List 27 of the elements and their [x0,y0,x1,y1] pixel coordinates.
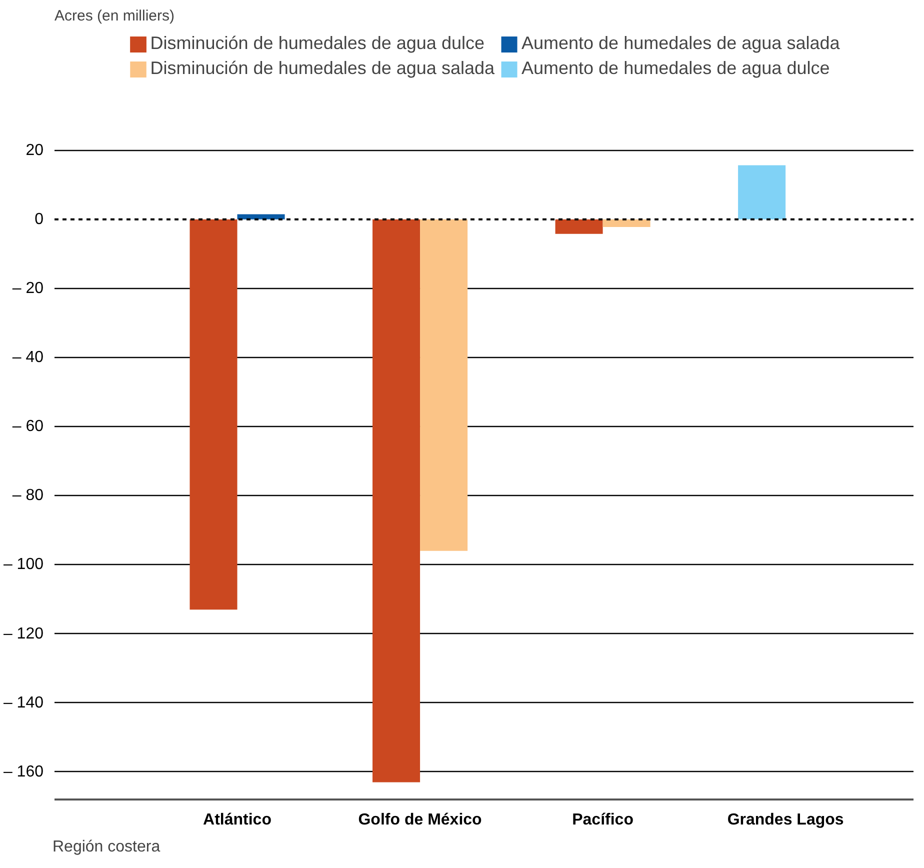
legend-label: Aumento de humedales de agua dulce [522,58,830,79]
x-tick-label: Atlántico [203,812,272,828]
x-tick-label: Grandes Lagos [727,812,844,828]
y-tick-label: – 60 [12,418,44,436]
y-tick-label: – 20 [12,280,44,297]
bar [237,214,285,220]
legend-label: Aumento de humedales de agua salada [522,33,840,54]
y-tick-label: 0 [34,210,44,228]
y-tick-label: – 40 [12,349,44,366]
y-tick-label: – 140 [3,694,44,712]
legend-label: Disminución de humedales de agua dulce [150,33,484,54]
bar [738,165,786,220]
x-tick-label: Golfo de México [358,812,482,828]
y-tick-label: – 80 [12,487,44,504]
x-tick-label: Pacífico [572,812,634,828]
y-tick-label: – 120 [3,625,44,642]
legend-label: Disminución de humedales de agua salada [150,58,494,79]
x-axis-title: Región costera [52,838,160,856]
y-axis-title: Acres (en milliers) [54,8,175,24]
y-tick-label: – 100 [3,556,44,574]
y-tick-label: – 160 [3,763,44,780]
y-tick-label: 20 [26,142,44,159]
bar [420,219,468,551]
bar [555,219,603,234]
bar [372,219,420,782]
bar [190,219,238,610]
bar [602,219,650,228]
